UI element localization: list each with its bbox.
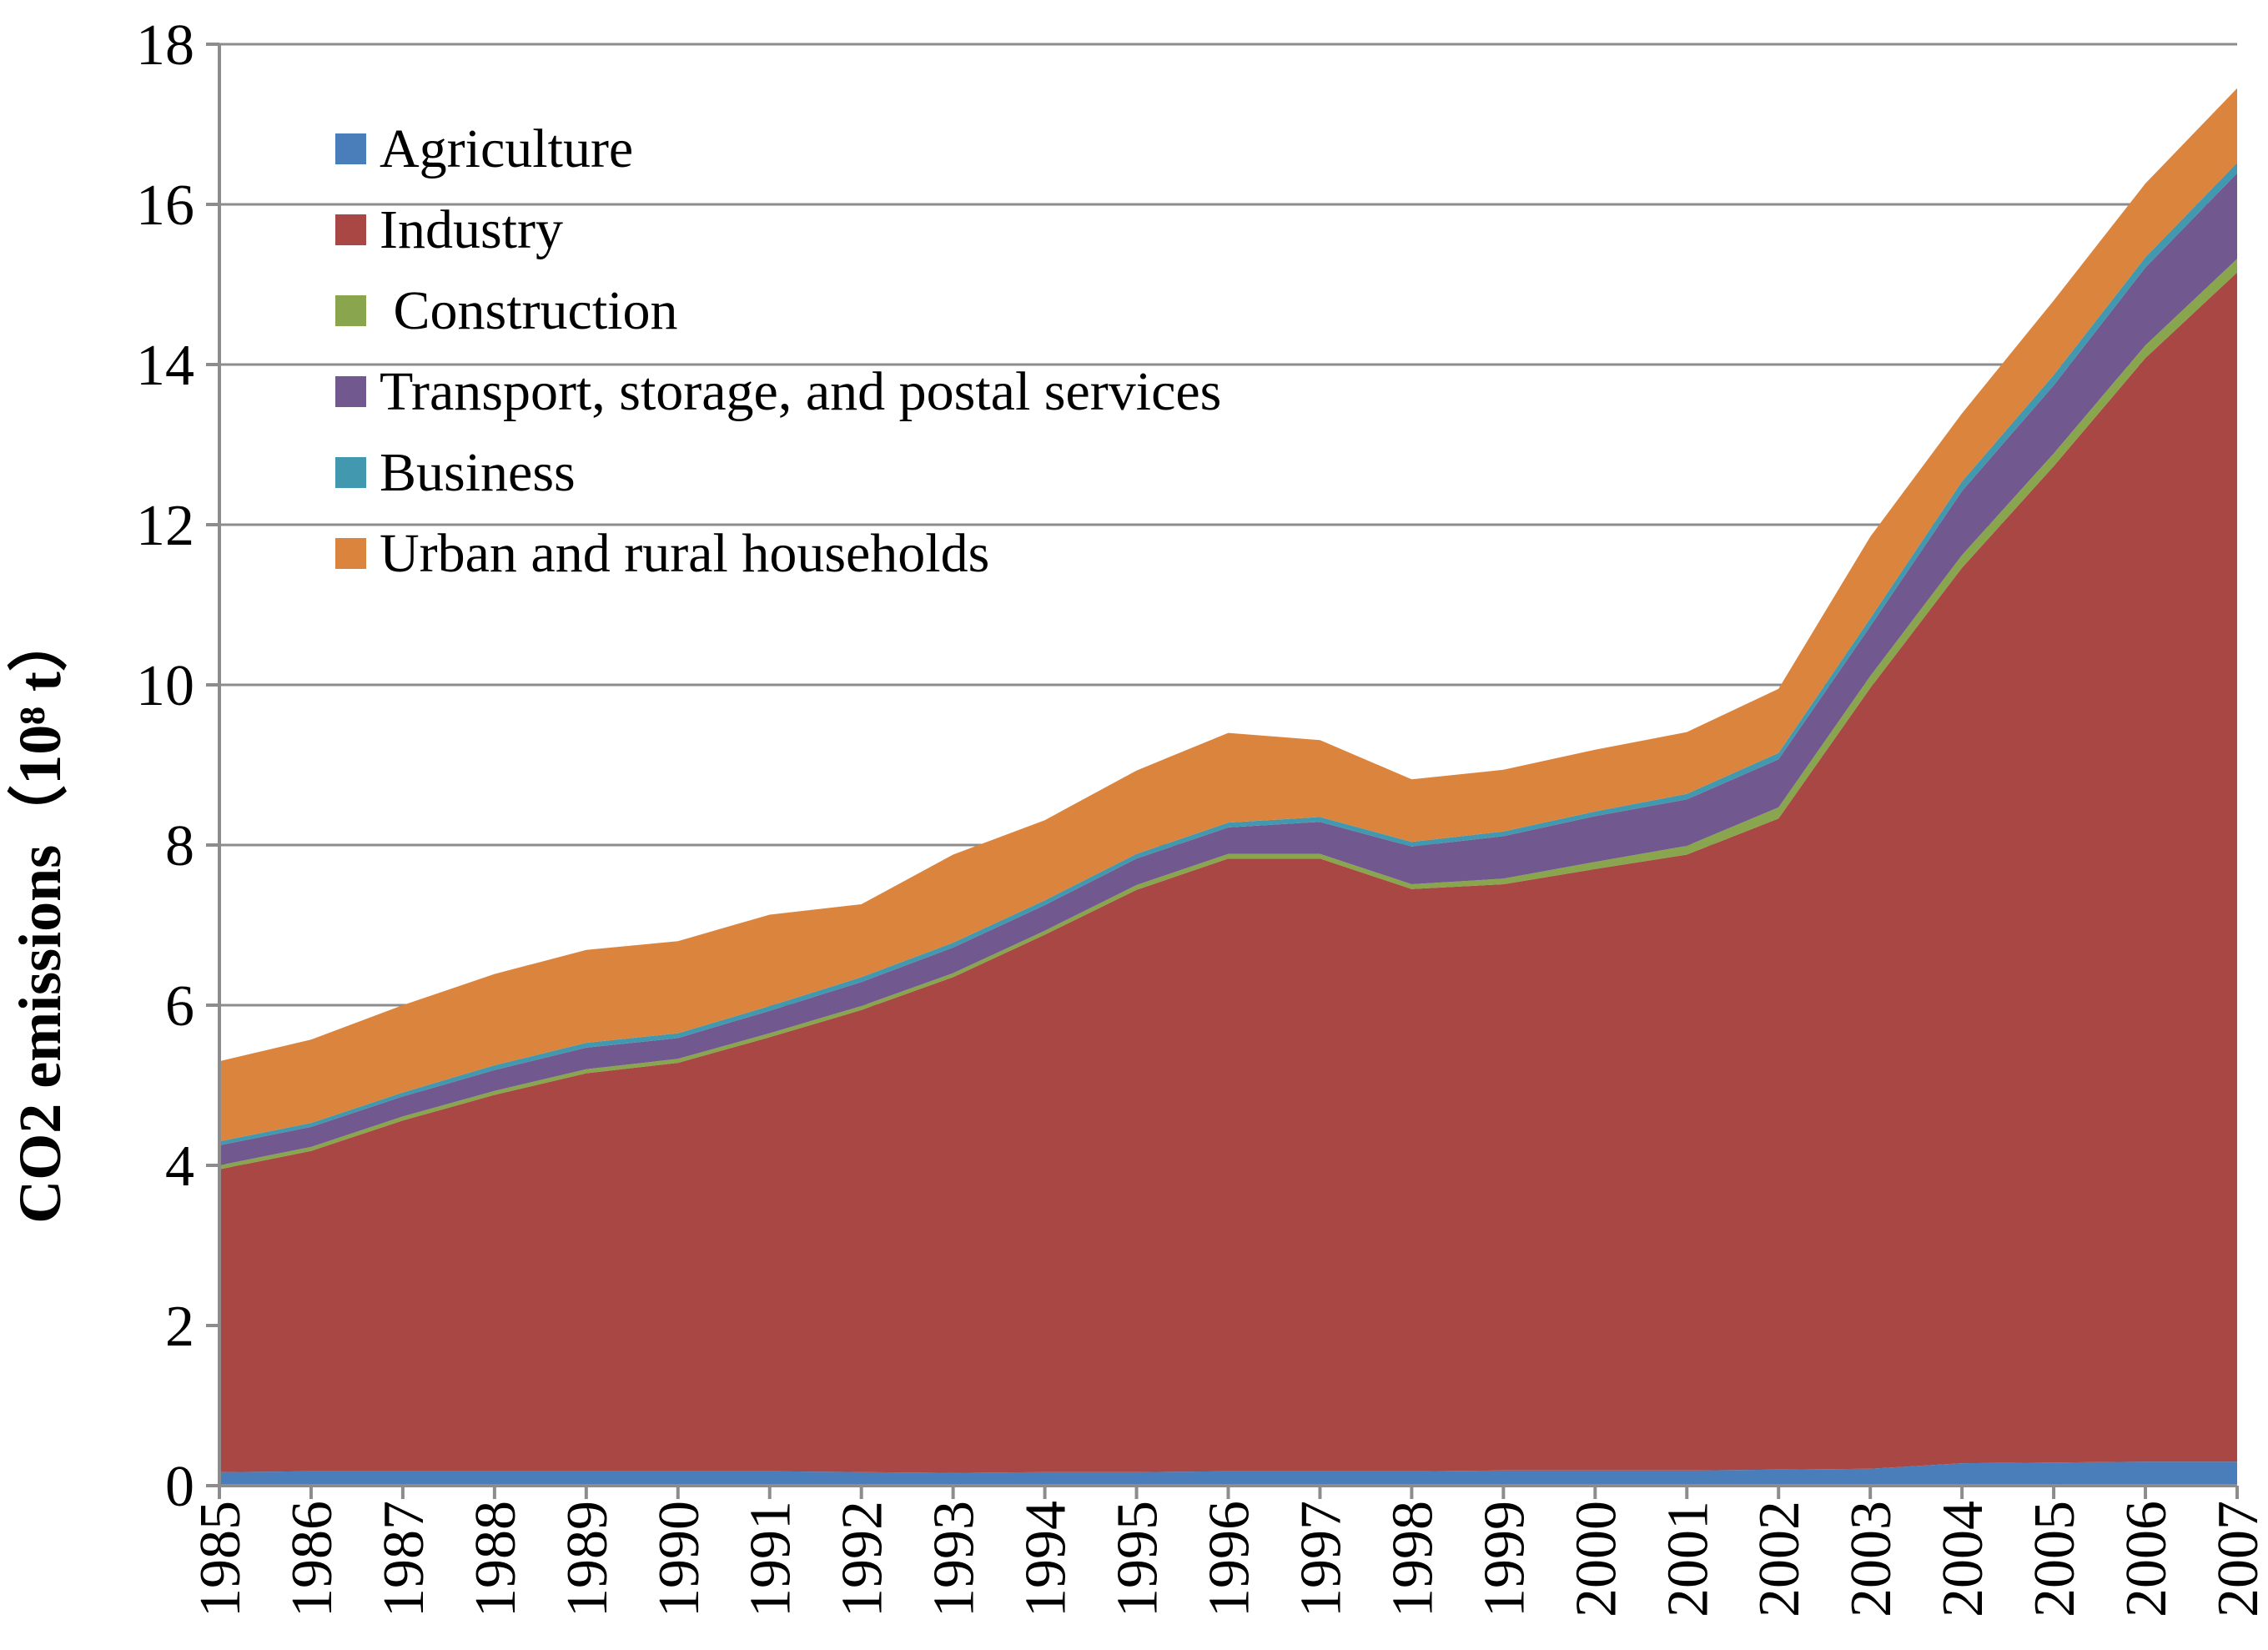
x-tick-label: 2005 [2023, 1501, 2087, 1617]
y-tick-label: 2 [165, 1295, 194, 1359]
y-tick-label: 16 [136, 174, 194, 238]
x-tick-label: 1994 [1014, 1501, 1079, 1617]
legend-swatch [335, 133, 366, 164]
y-tick-label: 4 [165, 1134, 194, 1199]
x-tick-label: 2002 [1748, 1501, 1812, 1617]
x-tick-label: 1991 [739, 1501, 803, 1617]
legend-swatch [335, 376, 366, 407]
area-urban-and-rural-households [219, 88, 2237, 1142]
x-tick-label: 1985 [189, 1501, 253, 1617]
x-tick-label: 2007 [2206, 1501, 2268, 1617]
x-tick-label: 1998 [1380, 1501, 1445, 1617]
x-tick-label: 2001 [1656, 1501, 1720, 1617]
legend-swatch [335, 295, 366, 326]
legend-swatch [335, 538, 366, 569]
x-tick-label: 1987 [372, 1501, 436, 1617]
x-tick-label: 1995 [1106, 1501, 1170, 1617]
x-tick-label: 1986 [280, 1501, 344, 1617]
y-tick-label: 8 [165, 814, 194, 878]
y-tick-label: 18 [136, 13, 194, 78]
legend-label: Agriculture [380, 118, 633, 179]
area-industry [219, 272, 2237, 1473]
x-tick-label: 1996 [1198, 1501, 1262, 1617]
y-axis-title: CO2 emissions（10⁸ t） [7, 611, 73, 1224]
legend-swatch [335, 214, 366, 245]
legend: Agriculture Industry Construction Transpor… [335, 118, 1221, 584]
x-tick-label: 1999 [1472, 1501, 1536, 1617]
stacked-areas [219, 88, 2237, 1486]
y-tick-label: 6 [165, 974, 194, 1039]
x-tick-label: 1989 [556, 1501, 620, 1617]
x-tick-label: 2003 [1839, 1501, 1903, 1617]
y-tick-label: 14 [136, 334, 194, 398]
legend-label: Urban and rural households [380, 523, 989, 584]
y-tick-label: 10 [136, 654, 194, 718]
x-tick-label: 1988 [464, 1501, 528, 1617]
y-axis-ticks: 0 2 4 6 8 10 12 14 16 18 [136, 13, 219, 1519]
x-tick-label: 1990 [647, 1501, 712, 1617]
x-tick-label: 2004 [1931, 1501, 1995, 1617]
x-tick-label: 1992 [831, 1501, 895, 1617]
area-agriculture [219, 1461, 2237, 1486]
x-tick-label: 1993 [923, 1501, 987, 1617]
legend-label: Industry [380, 199, 563, 260]
y-tick-label: 0 [165, 1455, 194, 1519]
legend-label: Transport, storage, and postal services [380, 361, 1221, 422]
legend-label: Construction [380, 280, 678, 341]
x-axis-ticks: 1985 1986 1987 1988 1989 1990 1991 1992 1993 1994… [189, 1486, 2268, 1617]
legend-swatch [335, 457, 366, 488]
x-tick-label: 2000 [1564, 1501, 1628, 1617]
y-tick-label: 12 [136, 494, 194, 558]
legend-label: Business [380, 442, 576, 503]
x-tick-label: 2006 [2115, 1501, 2179, 1617]
x-tick-label: 1997 [1290, 1501, 1354, 1617]
